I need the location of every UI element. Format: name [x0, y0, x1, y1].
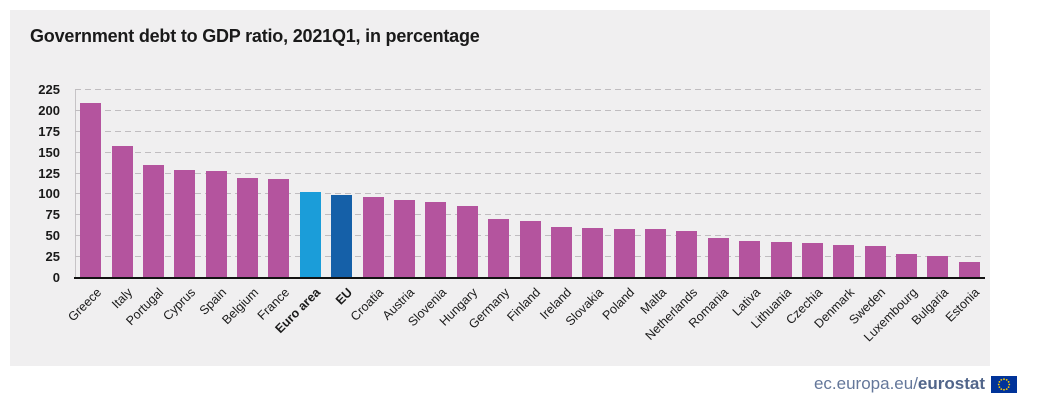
y-tick-label-200: 200	[38, 102, 60, 118]
bar-bulgaria	[927, 256, 949, 277]
eurostat-link[interactable]: ec.europa.eu/eurostat	[814, 374, 985, 394]
bar-cyprus	[174, 170, 196, 277]
y-axis-line	[75, 90, 76, 278]
x-label-croatia: Croatia	[347, 285, 387, 324]
y-tick-label-75: 75	[45, 207, 60, 223]
bar-netherlands	[676, 231, 698, 277]
x-label-greece: Greece	[64, 285, 104, 325]
footer-url-regular: ec.europa.eu/	[813, 374, 918, 393]
y-tick-label-100: 100	[38, 186, 60, 202]
eu-flag-icon	[991, 375, 1017, 393]
y-tick-label-175: 175	[38, 123, 60, 139]
chart-title: Government debt to GDP ratio, 2021Q1, in…	[30, 26, 480, 46]
bar-greece	[80, 103, 102, 277]
y-tick-label-25: 25	[45, 249, 60, 265]
bar-denmark	[833, 245, 855, 277]
gridline-150	[75, 151, 985, 153]
bar-slovenia	[425, 201, 447, 277]
bar-luxembourg	[896, 254, 918, 277]
gridline-100	[75, 193, 985, 195]
bar-croatia	[362, 196, 384, 277]
bar-hungary	[456, 205, 478, 277]
footer-url-bold: eurostat	[917, 374, 985, 393]
y-tick-label-150: 150	[38, 144, 60, 160]
y-tick-label-50: 50	[45, 228, 60, 244]
gridline-75	[75, 214, 985, 216]
x-axis-labels: Greece Italy Portugal Cyprus Spain Belgium Fra…	[65, 285, 985, 362]
bar-portugal	[142, 165, 164, 277]
x-label-italy: Italy	[109, 285, 136, 312]
x-label-eu: EU	[332, 285, 355, 308]
bar-lativa	[739, 241, 761, 277]
bar-sweden	[864, 246, 886, 277]
bar-belgium	[237, 178, 259, 277]
gridline-200	[75, 109, 985, 111]
gridline-225	[75, 89, 985, 90]
y-tick-label-0: 0	[52, 270, 60, 285]
bar-czechia	[801, 242, 823, 277]
bar-italy	[111, 145, 133, 277]
y-axis-labels: 0 25 50 75 100 125 150 175 200 225	[10, 83, 67, 285]
bar-finland	[519, 221, 541, 277]
chart-panel: Government debt to GDP ratio, 2021Q1, in…	[10, 10, 990, 366]
y-tick-label-225: 225	[38, 82, 60, 97]
eu-flag-stars	[997, 377, 1011, 391]
bar-austria	[393, 200, 415, 277]
x-axis-line	[74, 277, 985, 279]
bar-poland	[613, 228, 635, 277]
plot-area	[74, 89, 985, 279]
x-label-estonia: Estonia	[943, 285, 983, 325]
bar-germany	[488, 219, 510, 277]
bar-euro-area	[299, 191, 321, 277]
bar-spain	[205, 170, 227, 277]
bar-eu	[331, 195, 353, 277]
bar-slovakia	[582, 227, 604, 277]
x-label-poland: Poland	[599, 285, 638, 323]
footer: ec.europa.eu/eurostat	[814, 374, 1017, 394]
bar-ireland	[550, 226, 572, 277]
bar-estonia	[958, 261, 980, 277]
x-label-cyprus: Cyprus	[160, 285, 199, 324]
gridline-175	[75, 130, 985, 132]
bar-lithuania	[770, 241, 792, 277]
bar-romania	[707, 237, 729, 277]
y-tick-label-125: 125	[38, 165, 60, 181]
bar-france	[268, 179, 290, 277]
gridline-125	[75, 172, 985, 174]
x-label-finland: Finland	[504, 285, 544, 325]
bar-malta	[645, 229, 667, 277]
